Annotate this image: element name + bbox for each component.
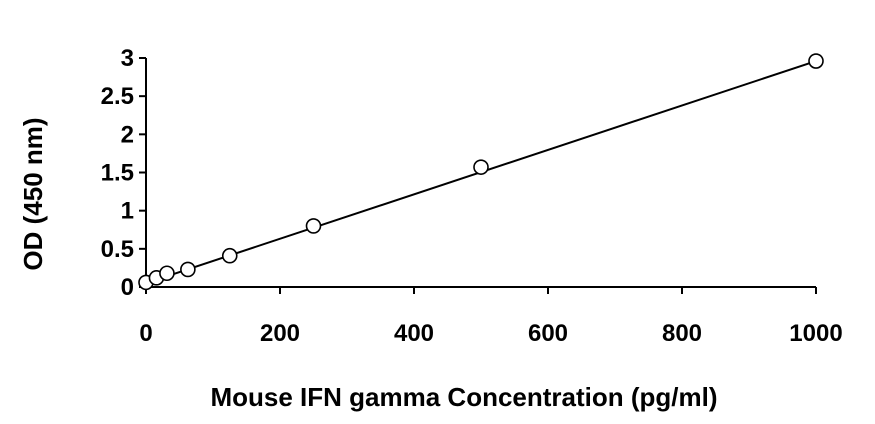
y-axis-title: OD (450 nm) — [18, 117, 48, 270]
x-tick-label: 0 — [139, 320, 152, 347]
data-point — [159, 265, 175, 282]
y-tick-label: 1.5 — [101, 160, 134, 187]
ticks: 0 0.5 1 1.5 2 2.5 3 0 200 400 600 800 1000 — [101, 45, 843, 347]
y-tick-label: 2 — [121, 121, 134, 148]
x-tick-label: 400 — [394, 320, 434, 347]
y-tick-label: 2.5 — [101, 83, 134, 110]
data-point — [305, 218, 322, 234]
x-tick-label: 200 — [260, 320, 300, 347]
y-tick-label: 0 — [121, 274, 134, 301]
x-tick-label: 800 — [662, 320, 702, 347]
x-axis-title: Mouse IFN gamma Concentration (pg/ml) — [210, 382, 717, 412]
data-point — [808, 53, 824, 69]
y-tick-label: 0.5 — [101, 236, 134, 263]
data-point — [473, 159, 489, 175]
y-tick-label: 1 — [121, 198, 134, 225]
x-tick-label: 600 — [528, 320, 568, 347]
data-point — [180, 261, 196, 278]
data-points — [138, 53, 824, 291]
x-tick-label: 1000 — [789, 320, 842, 347]
data-point — [221, 247, 238, 264]
y-tick-label: 3 — [121, 45, 134, 72]
